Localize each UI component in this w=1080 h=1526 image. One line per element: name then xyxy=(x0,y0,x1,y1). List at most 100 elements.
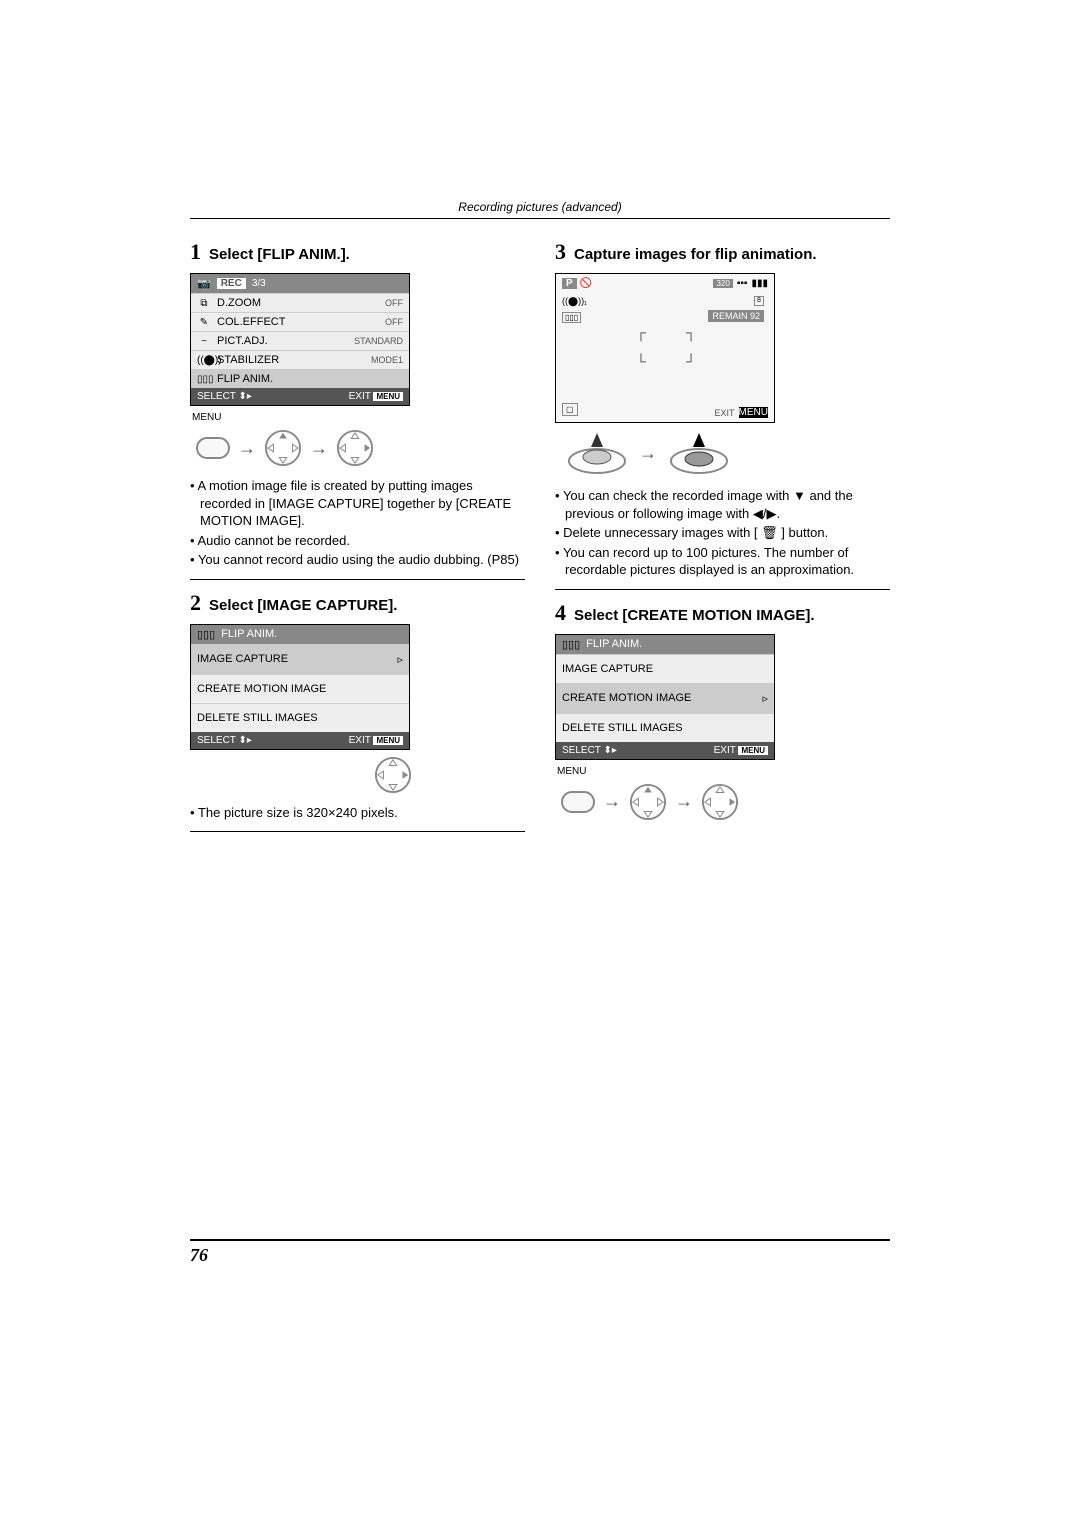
step3-title: Capture images for flip animation. xyxy=(574,246,817,263)
bullet: You cannot record audio using the audio … xyxy=(190,551,525,569)
bullet: You can record up to 100 pictures. The n… xyxy=(555,544,890,579)
row-label: CREATE MOTION IMAGE xyxy=(562,692,756,704)
rec-label: REC xyxy=(217,278,246,289)
menu-row-createmotion: CREATE MOTION IMAGE ▹ xyxy=(556,683,774,713)
shutter-ring-icon xyxy=(667,431,731,475)
chevron-right-icon: ▹ xyxy=(397,653,403,666)
p-mode-icon: P xyxy=(562,278,577,289)
cs-footer: EXIT MENU xyxy=(715,407,768,418)
dpad-icon xyxy=(374,756,412,794)
row-label: PICT.ADJ. xyxy=(217,335,348,347)
flipanim-icon: ▯▯▯ xyxy=(197,374,211,385)
menu-button-icon xyxy=(561,791,595,813)
af-indicator: ▢ xyxy=(562,403,578,416)
row-val: STANDARD xyxy=(354,336,403,346)
bullet: A motion image file is created by puttin… xyxy=(190,477,525,530)
cs-left-icons: P 🚫 xyxy=(562,278,592,289)
menu-row-stabilizer: ((⬤)) STABILIZER MODE1 xyxy=(191,350,409,369)
menu-below-label: MENU xyxy=(557,766,890,777)
row-label: STABILIZER xyxy=(217,354,365,366)
shoot-diagram: → xyxy=(565,431,890,475)
row-label: D.ZOOM xyxy=(217,297,379,309)
row-label: IMAGE CAPTURE xyxy=(197,653,391,665)
row-val: OFF xyxy=(385,317,403,327)
divider xyxy=(190,579,525,580)
row-label: COL.EFFECT xyxy=(217,316,379,328)
dpad-icon xyxy=(264,429,302,467)
arrow-icon: → xyxy=(238,438,256,459)
bullet: You can check the recorded image with ▼ … xyxy=(555,487,890,522)
right-column: 3 Capture images for flip animation. P 🚫… xyxy=(555,239,890,842)
dpad-icon xyxy=(336,429,374,467)
flipanim-icon: ▯▯▯ xyxy=(197,628,215,641)
dzoom-icon: ⧉ xyxy=(197,298,211,309)
menu-footer: SELECT ⬍▸ EXIT MENU xyxy=(556,742,774,759)
select-label: SELECT ⬍▸ xyxy=(197,735,252,746)
menu-row-coleffect: ✎ COL.EFFECT OFF xyxy=(191,312,409,331)
cs-top: P 🚫 320 ▪▪▪ ▮▮▮ xyxy=(562,278,768,289)
exit-label: EXIT MENU xyxy=(714,745,768,756)
flipanim-icon: ▯▯▯ xyxy=(562,638,580,651)
arrow-icon: → xyxy=(603,791,621,812)
stabilizer-indicator: ((⬤))₁ xyxy=(562,296,587,307)
left-column: 1 Select [FLIP ANIM.]. 📷 REC 3/3 ⧉ D.ZOO… xyxy=(190,239,525,842)
menu-row-flipanim: ▯▯▯ FLIP ANIM. xyxy=(191,369,409,388)
battery-icon: ▮▮▮ xyxy=(751,278,768,289)
row-val: MODE1 xyxy=(371,355,403,365)
step3-bullets: You can check the recorded image with ▼ … xyxy=(555,487,890,579)
step2-title: Select [IMAGE CAPTURE]. xyxy=(209,597,397,614)
select-label: SELECT ⬍▸ xyxy=(197,391,252,402)
step4-num: 4 xyxy=(555,600,566,626)
row-label: IMAGE CAPTURE xyxy=(562,663,768,675)
focus-corners: ┌┐ └┘ xyxy=(636,324,696,369)
shutter-ring-icon xyxy=(565,431,629,475)
menu-footer: SELECT ⬍▸ EXIT MENU xyxy=(191,388,409,405)
step1-head: 1 Select [FLIP ANIM.]. xyxy=(190,239,525,265)
flipanim-indicator: ▯▯▯ xyxy=(562,312,581,323)
menu-below-label: MENU xyxy=(192,412,525,423)
pictadj-icon: ~ xyxy=(197,336,211,347)
row-label: FLIP ANIM. xyxy=(217,373,397,385)
flash-icon: 🚫 xyxy=(579,278,591,289)
menu-titlebar: ▯▯▯ FLIP ANIM. xyxy=(191,625,409,644)
page-header: Recording pictures (advanced) xyxy=(190,200,890,219)
step2-menu: ▯▯▯ FLIP ANIM. IMAGE CAPTURE ▹ CREATE MO… xyxy=(190,624,410,750)
menu-row-imagecapture: IMAGE CAPTURE ▹ xyxy=(191,644,409,674)
step1-menu: 📷 REC 3/3 ⧉ D.ZOOM OFF ✎ COL.EFFECT OFF … xyxy=(190,273,410,406)
row-label: CREATE MOTION IMAGE xyxy=(197,683,403,695)
count-box: 8 xyxy=(754,296,764,306)
step2-num: 2 xyxy=(190,590,201,616)
chevron-right-icon: ▹ xyxy=(762,692,768,705)
menu-titlebar: ▯▯▯ FLIP ANIM. xyxy=(556,635,774,654)
dpad-icon xyxy=(701,783,739,821)
content-columns: 1 Select [FLIP ANIM.]. 📷 REC 3/3 ⧉ D.ZOO… xyxy=(190,239,890,842)
menu-button-icon xyxy=(196,437,230,459)
menu-row-dzoom: ⧉ D.ZOOM OFF xyxy=(191,293,409,312)
arrow-icon: → xyxy=(675,791,693,812)
remain-label: REMAIN 92 xyxy=(708,310,764,322)
nav-diagram-4: → → xyxy=(561,783,890,821)
menu-footer: SELECT ⬍▸ EXIT MENU xyxy=(191,732,409,749)
step3-head: 3 Capture images for flip animation. xyxy=(555,239,890,265)
menu-title: FLIP ANIM. xyxy=(221,628,277,640)
arrow-icon: → xyxy=(310,438,328,459)
camera-icon: 📷 xyxy=(197,277,211,290)
bullet: Audio cannot be recorded. xyxy=(190,532,525,550)
step2-bullets: The picture size is 320×240 pixels. xyxy=(190,804,525,822)
menu-row-createmotion: CREATE MOTION IMAGE xyxy=(191,674,409,703)
menu-row-imagecapture: IMAGE CAPTURE xyxy=(556,654,774,683)
exit-label: EXIT MENU xyxy=(349,391,403,402)
page-indicator: 3/3 xyxy=(252,278,266,289)
step1-title: Select [FLIP ANIM.]. xyxy=(209,246,350,263)
bottom-rule xyxy=(190,1239,890,1241)
bullet: Delete unnecessary images with [ 🗑 ] but… xyxy=(555,524,890,542)
dpad-icon xyxy=(629,783,667,821)
step1-num: 1 xyxy=(190,239,201,265)
select-label: SELECT ⬍▸ xyxy=(562,745,617,756)
row-label: DELETE STILL IMAGES xyxy=(197,712,403,724)
divider xyxy=(555,589,890,590)
step4-head: 4 Select [CREATE MOTION IMAGE]. xyxy=(555,600,890,626)
menu-row-deletestill: DELETE STILL IMAGES xyxy=(556,713,774,742)
menu-titlebar: 📷 REC 3/3 xyxy=(191,274,409,293)
capture-screen: P 🚫 320 ▪▪▪ ▮▮▮ ((⬤))₁ 8 ▯▯▯ REMAIN 92 ┌… xyxy=(555,273,775,423)
